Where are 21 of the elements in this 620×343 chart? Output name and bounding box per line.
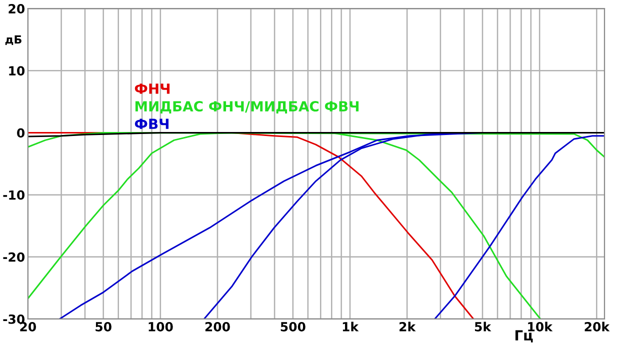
y-tick-label: -30 [3,314,25,324]
text: ФВЧ [134,118,168,129]
x-tick-label: 20k [584,322,610,332]
x-axis-title: Гц [515,330,533,342]
x-tick-label: 100 [148,322,173,332]
y-axis-title: дБ [5,35,22,46]
y-tick-label: 10 [9,66,25,76]
x-tick-label: 5k [474,322,492,332]
x-tick-label: 20 [20,322,36,332]
x-tick-label: 50 [96,322,112,332]
x-tick-label: 10k [528,322,553,332]
text: ФНЧ [134,84,170,94]
y-tick-label: 0 [17,128,25,138]
y-tick-label: 20 [8,4,25,14]
y-tick-label: -10 [3,190,25,200]
x-tick-label: 2k [400,322,416,332]
x-tick-label: 500 [280,322,306,332]
x-tick-label: 200 [205,322,230,332]
y-tick-label: -20 [3,252,25,262]
series-label: МИДБАС ФНЧ/МИДБАС ФВЧ [135,101,359,114]
x-tick-label: 1k [342,322,359,332]
